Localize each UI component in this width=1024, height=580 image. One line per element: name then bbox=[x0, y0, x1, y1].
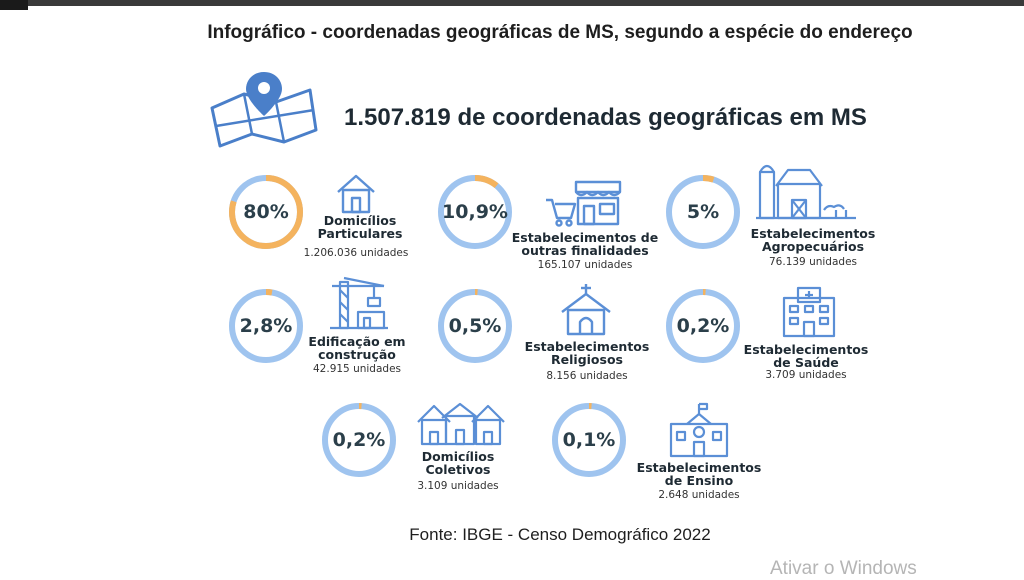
ring-fill-arc bbox=[438, 175, 512, 249]
house-icon bbox=[332, 170, 380, 221]
percent-label: 2,8% bbox=[239, 315, 293, 337]
units-count: 2.648 unidades bbox=[658, 489, 740, 501]
units-count: 165.107 unidades bbox=[537, 259, 633, 271]
total-headline: 1.507.819 de coordenadas geográficas em … bbox=[344, 104, 867, 131]
category-label: Domicílios Coletivos bbox=[422, 450, 495, 476]
category-label: Estabelecimentos de Ensino bbox=[637, 461, 762, 487]
units-count: 76.139 unidades bbox=[769, 256, 857, 268]
school-icon bbox=[667, 402, 731, 465]
category-label-line: de Saúde bbox=[773, 355, 839, 370]
percent-ring: 0,2% bbox=[665, 288, 741, 364]
percent-ring: 10,9% bbox=[437, 174, 513, 250]
category-label-line: Coletivos bbox=[425, 462, 491, 477]
category-label: Estabelecimentos Agropecuários bbox=[751, 227, 876, 253]
percent-label: 80% bbox=[243, 201, 289, 223]
category-label-line: Edificação em bbox=[308, 334, 406, 349]
ring-fill-arc bbox=[229, 289, 303, 363]
ring-fill-arc bbox=[666, 175, 740, 249]
percent-ring: 2,8% bbox=[228, 288, 304, 364]
percent-ring: 5% bbox=[665, 174, 741, 250]
category-label-line: Estabelecimentos bbox=[524, 339, 650, 354]
units-count: 3.109 unidades bbox=[417, 480, 499, 492]
category-label-line: Estabelecimentos bbox=[750, 226, 876, 241]
percent-label: 0,1% bbox=[562, 429, 616, 451]
church-icon bbox=[558, 282, 614, 343]
category-label: Estabelecimentos Religiosos bbox=[525, 340, 650, 366]
units-count: 3.709 unidades bbox=[765, 369, 847, 381]
category-label-line: Estabelecimentos de bbox=[511, 230, 659, 245]
percent-label: 5% bbox=[686, 201, 720, 223]
percent-label: 0,2% bbox=[332, 429, 386, 451]
category-label-line: Religiosos bbox=[551, 352, 623, 367]
category-label-line: de Ensino bbox=[664, 473, 734, 488]
window-top-bar bbox=[0, 0, 1024, 6]
ring-fill-arc bbox=[229, 175, 303, 249]
category-label-line: Estabelecimentos bbox=[743, 342, 869, 357]
category-label-line: outras finalidades bbox=[521, 243, 649, 258]
ring-fill-arc bbox=[552, 403, 626, 477]
hospital-icon bbox=[780, 284, 838, 343]
category-label: Domicílios Particulares bbox=[318, 214, 403, 240]
category-label-line: Domicílios bbox=[421, 449, 495, 464]
percent-ring: 80% bbox=[228, 174, 304, 250]
category-label-line: Estabelecimentos bbox=[636, 460, 762, 475]
ring-fill-arc bbox=[322, 403, 396, 477]
category-label: Estabelecimentos de outras finalidades bbox=[512, 231, 658, 257]
category-label-line: construção bbox=[318, 347, 396, 362]
units-count: 1.206.036 unidades bbox=[303, 247, 409, 259]
percent-label: 0,2% bbox=[676, 315, 730, 337]
units-count: 42.915 unidades bbox=[313, 363, 401, 375]
window-top-corner bbox=[0, 0, 28, 10]
units-count: 8.156 unidades bbox=[546, 370, 628, 382]
construction-crane-icon bbox=[328, 276, 390, 337]
percent-ring: 0,1% bbox=[551, 402, 627, 478]
category-label-line: Domicílios bbox=[323, 213, 397, 228]
source-note: Fonte: IBGE - Censo Demográfico 2022 bbox=[409, 525, 711, 544]
store-cart-icon bbox=[542, 178, 624, 233]
percent-label: 0,5% bbox=[448, 315, 502, 337]
row-houses-icon bbox=[416, 400, 506, 453]
percent-ring: 0,5% bbox=[437, 288, 513, 364]
category-label: Estabelecimentos de Saúde bbox=[744, 343, 869, 369]
percent-label: 10,9% bbox=[442, 201, 508, 223]
ring-fill-arc bbox=[666, 289, 740, 363]
percent-ring: 0,2% bbox=[321, 402, 397, 478]
infographic-title: Infográfico - coordenadas geográficas de… bbox=[207, 22, 913, 43]
category-label-line: Agropecuários bbox=[761, 239, 865, 254]
windows-watermark: Ativar o Windows bbox=[770, 558, 917, 579]
category-label: Edificação em construção bbox=[308, 335, 405, 361]
map-pin-icon bbox=[210, 72, 318, 148]
farm-barn-icon bbox=[752, 156, 860, 227]
category-label-line: Particulares bbox=[317, 226, 403, 241]
ring-fill-arc bbox=[438, 289, 512, 363]
